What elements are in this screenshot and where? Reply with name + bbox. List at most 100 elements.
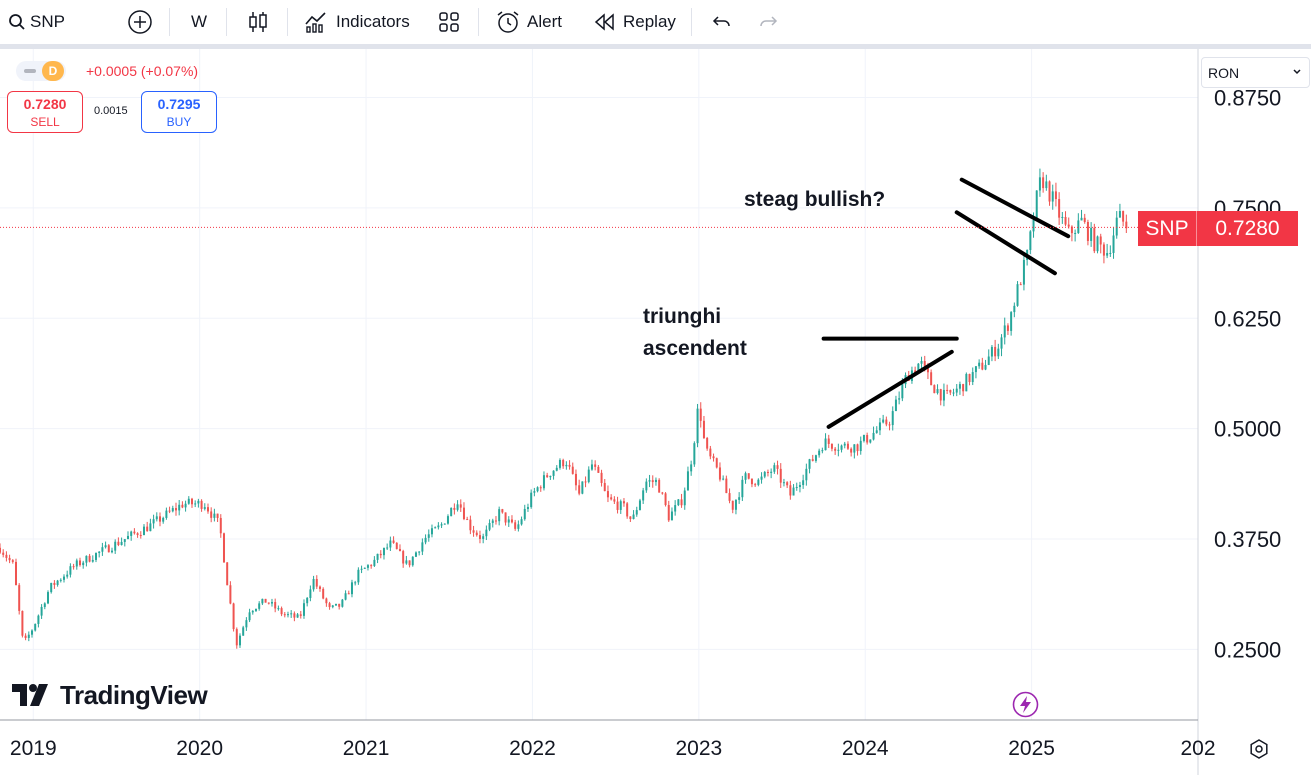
lightning-icon[interactable] (1012, 691, 1039, 718)
candle-body (8, 557, 11, 561)
candle-body (382, 547, 385, 556)
candle-body (133, 531, 136, 534)
candle-body (85, 555, 88, 563)
triangle-annotation-line1[interactable]: triunghi (643, 305, 721, 328)
candle-body (517, 524, 520, 529)
sell-label: SELL (30, 115, 60, 129)
candle-body (494, 520, 497, 522)
toolbar-divider (169, 8, 170, 36)
flag-upper-line[interactable] (959, 177, 1071, 239)
indicators-button[interactable]: Indicators (304, 6, 410, 38)
candle-body (866, 435, 869, 443)
candle-body (981, 362, 984, 370)
candle-body (366, 565, 369, 568)
candle-body (1070, 226, 1073, 234)
candle-body (792, 487, 795, 496)
candle-body (1035, 190, 1038, 220)
triangle-support-line[interactable] (826, 349, 954, 429)
candle-body (565, 464, 568, 467)
sell-button[interactable]: 0.7280 SELL (7, 91, 83, 133)
candle-body (296, 614, 299, 618)
candle-body (654, 479, 657, 483)
candle-body (395, 542, 398, 549)
candle-body (648, 480, 651, 482)
candle-body (411, 556, 414, 566)
flag-lower-line[interactable] (954, 210, 1057, 276)
candle-body (1064, 216, 1067, 225)
candle-body (885, 419, 888, 425)
gear-icon[interactable] (1248, 738, 1270, 760)
candle-body (699, 408, 702, 421)
buy-price: 0.7295 (157, 96, 201, 112)
candle-body (232, 603, 235, 630)
candle-body (613, 499, 616, 502)
candle-body (117, 541, 120, 545)
legend-toggle[interactable]: D (16, 61, 66, 81)
candle-body (882, 419, 885, 423)
candle-body (770, 471, 773, 473)
interval-button[interactable]: W (191, 6, 207, 38)
currency-select[interactable]: RON (1201, 57, 1310, 88)
candle-body (750, 478, 753, 485)
candle-body (501, 509, 504, 513)
candle-body (600, 472, 603, 483)
tradingview-logo[interactable]: TradingView (12, 680, 208, 710)
candle-body (1118, 211, 1121, 218)
candle-body (859, 440, 862, 452)
candle-body (1051, 191, 1054, 202)
candle-body (702, 420, 705, 438)
toolbar-divider (691, 8, 692, 36)
candle-body (837, 449, 840, 451)
candle-body (248, 612, 251, 621)
undo-button[interactable] (711, 6, 733, 38)
triangle-annotation-line2[interactable]: ascendent (643, 337, 747, 360)
candle-body (254, 608, 257, 611)
candle-body (184, 503, 187, 508)
chart-drawings[interactable] (821, 177, 1071, 429)
flag-annotation[interactable]: steag bullish? (744, 188, 885, 211)
candle-body (264, 598, 267, 603)
candle-body (955, 388, 958, 393)
candle-body (930, 372, 933, 386)
candle-body (427, 534, 430, 538)
buy-button[interactable]: 0.7295 BUY (141, 91, 217, 133)
candle-body (1083, 217, 1086, 222)
candle-body (718, 467, 721, 480)
candle-body (360, 568, 363, 570)
candle-body (862, 435, 865, 441)
candle-body (1016, 284, 1019, 306)
symbol-search-button[interactable]: SNP (8, 6, 65, 38)
candle-body (814, 455, 817, 461)
compare-symbol-button[interactable] (127, 6, 153, 38)
time-axis[interactable]: 2019 2020 2021 2022 2023 2024 2025 202 (10, 737, 1216, 760)
candle-body (523, 508, 526, 520)
candle-body (562, 459, 565, 467)
candle-body (2, 552, 5, 555)
chart-type-button[interactable] (247, 6, 269, 38)
candle-body (1067, 224, 1070, 227)
timeframe-badge: D (42, 61, 64, 81)
candle-body (856, 444, 859, 452)
candle-body (875, 430, 878, 433)
candle-body (293, 613, 296, 618)
alert-button[interactable]: Alert (495, 6, 562, 38)
candle-body (475, 532, 478, 536)
candle-body (389, 540, 392, 548)
candle-body (341, 599, 344, 607)
candle-body (440, 524, 443, 526)
candle-body (53, 582, 56, 585)
time-tick-label: 2023 (675, 737, 722, 760)
candle-body (939, 389, 942, 401)
redo-button[interactable] (757, 6, 779, 38)
replay-button[interactable]: Replay (594, 6, 676, 38)
indicators-icon (305, 12, 326, 33)
candle-body (1077, 220, 1080, 233)
candle-body (309, 589, 312, 598)
candle-body (818, 450, 821, 456)
layouts-button[interactable] (437, 6, 461, 38)
candle-body (322, 588, 325, 599)
candle-body (574, 473, 577, 486)
candle-body (430, 528, 433, 535)
